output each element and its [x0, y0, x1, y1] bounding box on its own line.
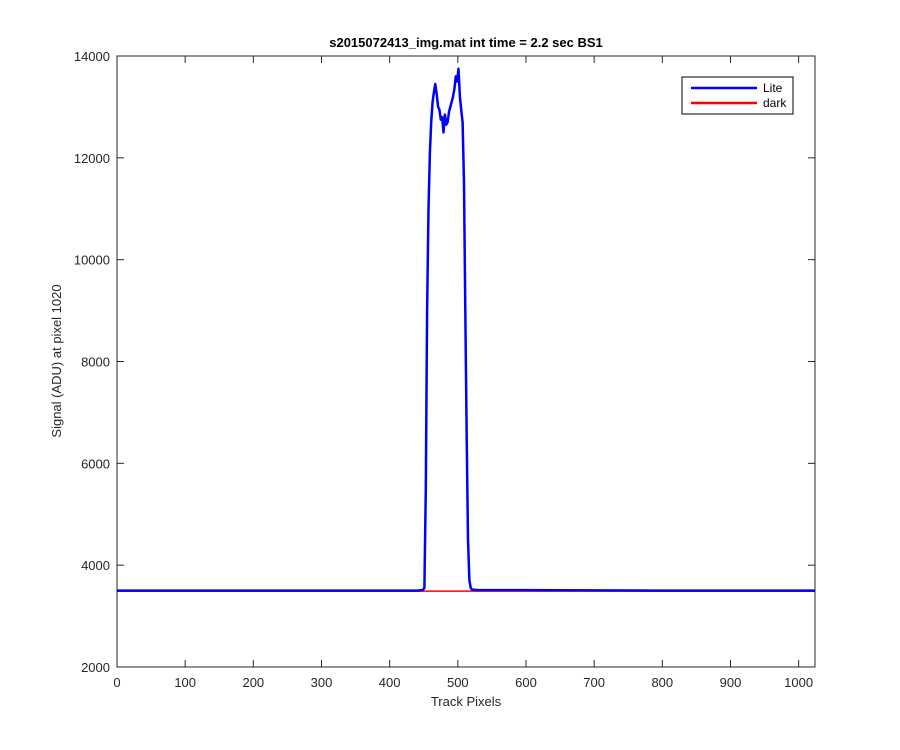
legend-label-lite: Lite — [763, 81, 783, 95]
y-tick-label: 2000 — [81, 660, 110, 675]
y-tick-label: 12000 — [74, 151, 110, 166]
x-tick-label: 200 — [242, 675, 264, 690]
y-tick-label: 4000 — [81, 558, 110, 573]
x-axis-title: Track Pixels — [431, 694, 502, 709]
y-tick-label: 10000 — [74, 253, 110, 268]
y-tick-label: 8000 — [81, 355, 110, 370]
x-tick-label: 500 — [447, 675, 469, 690]
x-tick-label: 0 — [113, 675, 120, 690]
y-axis-title: Signal (ADU) at pixel 1020 — [49, 284, 64, 437]
series-line-lite — [117, 67, 815, 592]
x-tick-label: 600 — [515, 675, 537, 690]
y-tick-label: 14000 — [74, 49, 110, 64]
x-tick-label: 800 — [651, 675, 673, 690]
legend-box — [681, 76, 794, 115]
x-tick-label: 900 — [720, 675, 742, 690]
x-tick-label: 700 — [583, 675, 605, 690]
x-tick-label: 400 — [379, 675, 401, 690]
legend: Lite dark — [681, 76, 794, 115]
legend-label-dark: dark — [763, 96, 787, 110]
chart-title: s2015072413_img.mat int time = 2.2 sec B… — [329, 35, 603, 50]
x-tick-label: 100 — [174, 675, 196, 690]
y-tick-label: 6000 — [81, 456, 110, 471]
x-tick-label: 1000 — [784, 675, 813, 690]
x-tick-label: 300 — [311, 675, 333, 690]
